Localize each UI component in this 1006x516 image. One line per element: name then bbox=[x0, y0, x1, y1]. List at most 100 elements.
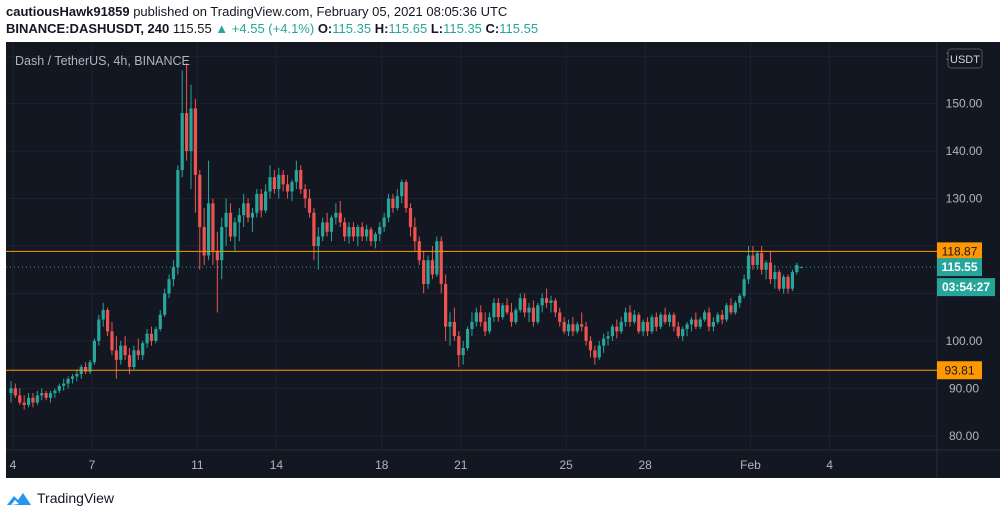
candle-body bbox=[422, 260, 426, 284]
last-price-tag bbox=[937, 258, 982, 277]
candle-body bbox=[457, 336, 461, 356]
candle-body bbox=[132, 350, 136, 367]
candlestick-chart[interactable]: 118.87 93.81 115.55 03:54:27 80.00 90.00 100.… bbox=[6, 42, 1000, 478]
currency-label: USDT bbox=[950, 54, 980, 66]
candle-body bbox=[746, 255, 751, 280]
y-tick-label: 140.00 bbox=[946, 144, 983, 158]
y-tick-label: 150.00 bbox=[946, 97, 983, 111]
candle-body bbox=[782, 276, 786, 289]
candle-body bbox=[206, 203, 211, 256]
x-tick-label: 4 bbox=[10, 458, 17, 472]
candle-body bbox=[742, 279, 746, 296]
candle-body bbox=[593, 350, 597, 358]
symbol-line: BINANCE:DASHUSDT, 240 115.55 ▲ +4.55 (+4… bbox=[6, 21, 538, 39]
candle-body bbox=[329, 217, 334, 232]
footer: TradingView bbox=[6, 488, 114, 508]
candle-body bbox=[720, 314, 724, 320]
candle-body bbox=[544, 298, 549, 303]
candle-body bbox=[711, 321, 715, 327]
candle-body bbox=[698, 319, 702, 327]
candle-body bbox=[246, 203, 250, 218]
candle-body bbox=[158, 314, 162, 330]
candle-body bbox=[382, 217, 386, 228]
candle-body bbox=[88, 362, 92, 372]
candle-body bbox=[799, 267, 803, 269]
candle-body bbox=[505, 305, 509, 313]
candle-body bbox=[53, 390, 57, 394]
chart-area[interactable]: 118.87 93.81 115.55 03:54:27 80.00 90.00 100.… bbox=[6, 42, 1000, 478]
candle-body bbox=[413, 227, 417, 242]
candle-body bbox=[588, 340, 593, 351]
candle-body bbox=[650, 317, 654, 332]
candle-body bbox=[343, 222, 347, 237]
candle-body bbox=[62, 383, 66, 386]
candle-body bbox=[228, 212, 233, 237]
candle-body bbox=[777, 272, 781, 289]
publisher-name[interactable]: cautiousHawk91859 bbox=[6, 4, 130, 19]
candle-body bbox=[321, 222, 325, 237]
last-price: 115.55 bbox=[172, 21, 212, 36]
candle-body bbox=[154, 329, 158, 341]
candle-body bbox=[237, 215, 241, 223]
candle-body bbox=[566, 324, 571, 332]
x-tick-label: 18 bbox=[375, 458, 389, 472]
tradingview-logo-icon[interactable] bbox=[6, 490, 32, 506]
candle-body bbox=[303, 189, 307, 199]
level-label: 118.87 bbox=[942, 244, 978, 258]
candle-body bbox=[597, 345, 601, 358]
close-label: C: bbox=[485, 21, 500, 36]
open-label: O: bbox=[317, 21, 333, 36]
open-value: 115.35 bbox=[332, 21, 372, 36]
candle-body bbox=[729, 305, 733, 313]
candle-body bbox=[176, 170, 180, 268]
candle-body bbox=[703, 312, 707, 320]
level-tag bbox=[937, 242, 982, 261]
up-arrow-icon: ▲ bbox=[215, 21, 229, 36]
candle-body bbox=[549, 300, 553, 303]
x-tick-label: 11 bbox=[191, 458, 204, 472]
y-tick-label: 130.00 bbox=[946, 192, 983, 206]
candle-body bbox=[22, 402, 26, 405]
candle-body bbox=[268, 177, 272, 192]
candle-body bbox=[35, 395, 39, 403]
candle-body bbox=[632, 314, 636, 322]
currency-badge[interactable]: USDT bbox=[947, 48, 983, 69]
candle-body bbox=[795, 264, 799, 273]
candle-body bbox=[316, 236, 320, 246]
candle-body bbox=[13, 388, 17, 396]
candle-body bbox=[272, 177, 276, 190]
candle-body bbox=[395, 196, 399, 209]
x-tick-label: 14 bbox=[270, 458, 284, 472]
candle-body bbox=[408, 208, 413, 228]
candle-body bbox=[483, 321, 487, 332]
candle-body bbox=[624, 312, 628, 322]
y-tick-label: 90.00 bbox=[949, 381, 979, 395]
candle-body bbox=[518, 298, 522, 311]
candle-body bbox=[312, 212, 316, 246]
candle-body bbox=[211, 203, 215, 251]
candle-body bbox=[347, 227, 351, 237]
candle-body bbox=[294, 170, 298, 182]
candle-body bbox=[694, 319, 698, 327]
candle-body bbox=[145, 333, 149, 344]
y-tick-label: 100.00 bbox=[946, 334, 983, 348]
candle-body bbox=[105, 310, 110, 332]
low-value: 115.35 bbox=[443, 21, 482, 36]
candle-body bbox=[224, 212, 228, 228]
candle-body bbox=[531, 307, 536, 322]
candle-body bbox=[285, 184, 290, 192]
candle-body bbox=[198, 174, 202, 228]
countdown-label: 03:54:27 bbox=[942, 280, 990, 294]
x-tick-label: 4 bbox=[826, 458, 833, 472]
candle-body bbox=[123, 345, 127, 356]
candle-body bbox=[430, 260, 435, 275]
candle-body bbox=[760, 253, 764, 270]
candle-body bbox=[755, 253, 759, 265]
candle-body bbox=[575, 324, 579, 332]
brand-name[interactable]: TradingView bbox=[37, 490, 115, 506]
candle-body bbox=[470, 321, 474, 330]
candle-body bbox=[663, 314, 667, 322]
high-label: H: bbox=[374, 21, 389, 36]
candle-body bbox=[641, 321, 645, 332]
candle-body bbox=[523, 298, 527, 313]
